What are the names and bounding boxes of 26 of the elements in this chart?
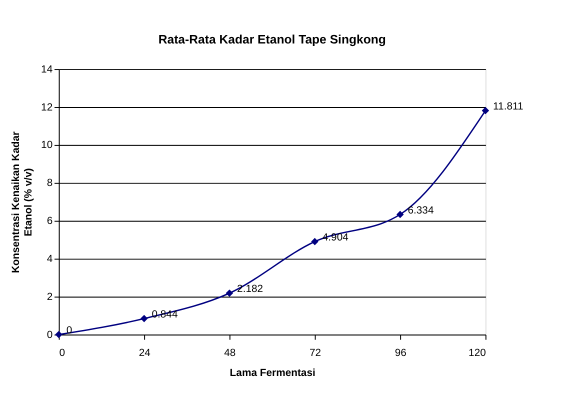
y-tick-label: 10	[41, 140, 53, 152]
y-tick-label: 0	[46, 330, 53, 341]
y-tick-label: 8	[46, 178, 53, 190]
x-tick-label: 48	[224, 348, 236, 359]
data-label: 4.904	[322, 232, 349, 244]
x-axis-title: Lama Fermentasi	[230, 368, 316, 379]
y-tick-label: 2	[46, 292, 53, 303]
point	[482, 106, 490, 114]
point	[311, 238, 318, 246]
data-label: 2.182	[237, 284, 264, 296]
data-label: 11.811	[493, 102, 524, 113]
y-tick-label: 14	[41, 64, 53, 76]
y-axis-title: Konsentrasi Kenaikan Kadar Etanol (% v/v)	[11, 131, 35, 274]
x-tick-label: 120	[468, 348, 486, 359]
point	[396, 210, 404, 218]
chart-title: Rata-Rata Kadar Etanol Tape Singkong	[158, 32, 386, 46]
data-label: 6.334	[408, 206, 434, 216]
y-tick-label: 6	[46, 216, 53, 228]
x-tick-label: 24	[138, 348, 151, 359]
x-tick-label: 96	[394, 348, 407, 359]
y-tick-label: 12	[41, 102, 53, 114]
point	[226, 290, 234, 297]
y-tick-label: 4	[46, 254, 53, 266]
x-tick-label: 72	[309, 348, 322, 359]
point	[140, 314, 148, 322]
x-tick-label: 0	[59, 348, 66, 359]
